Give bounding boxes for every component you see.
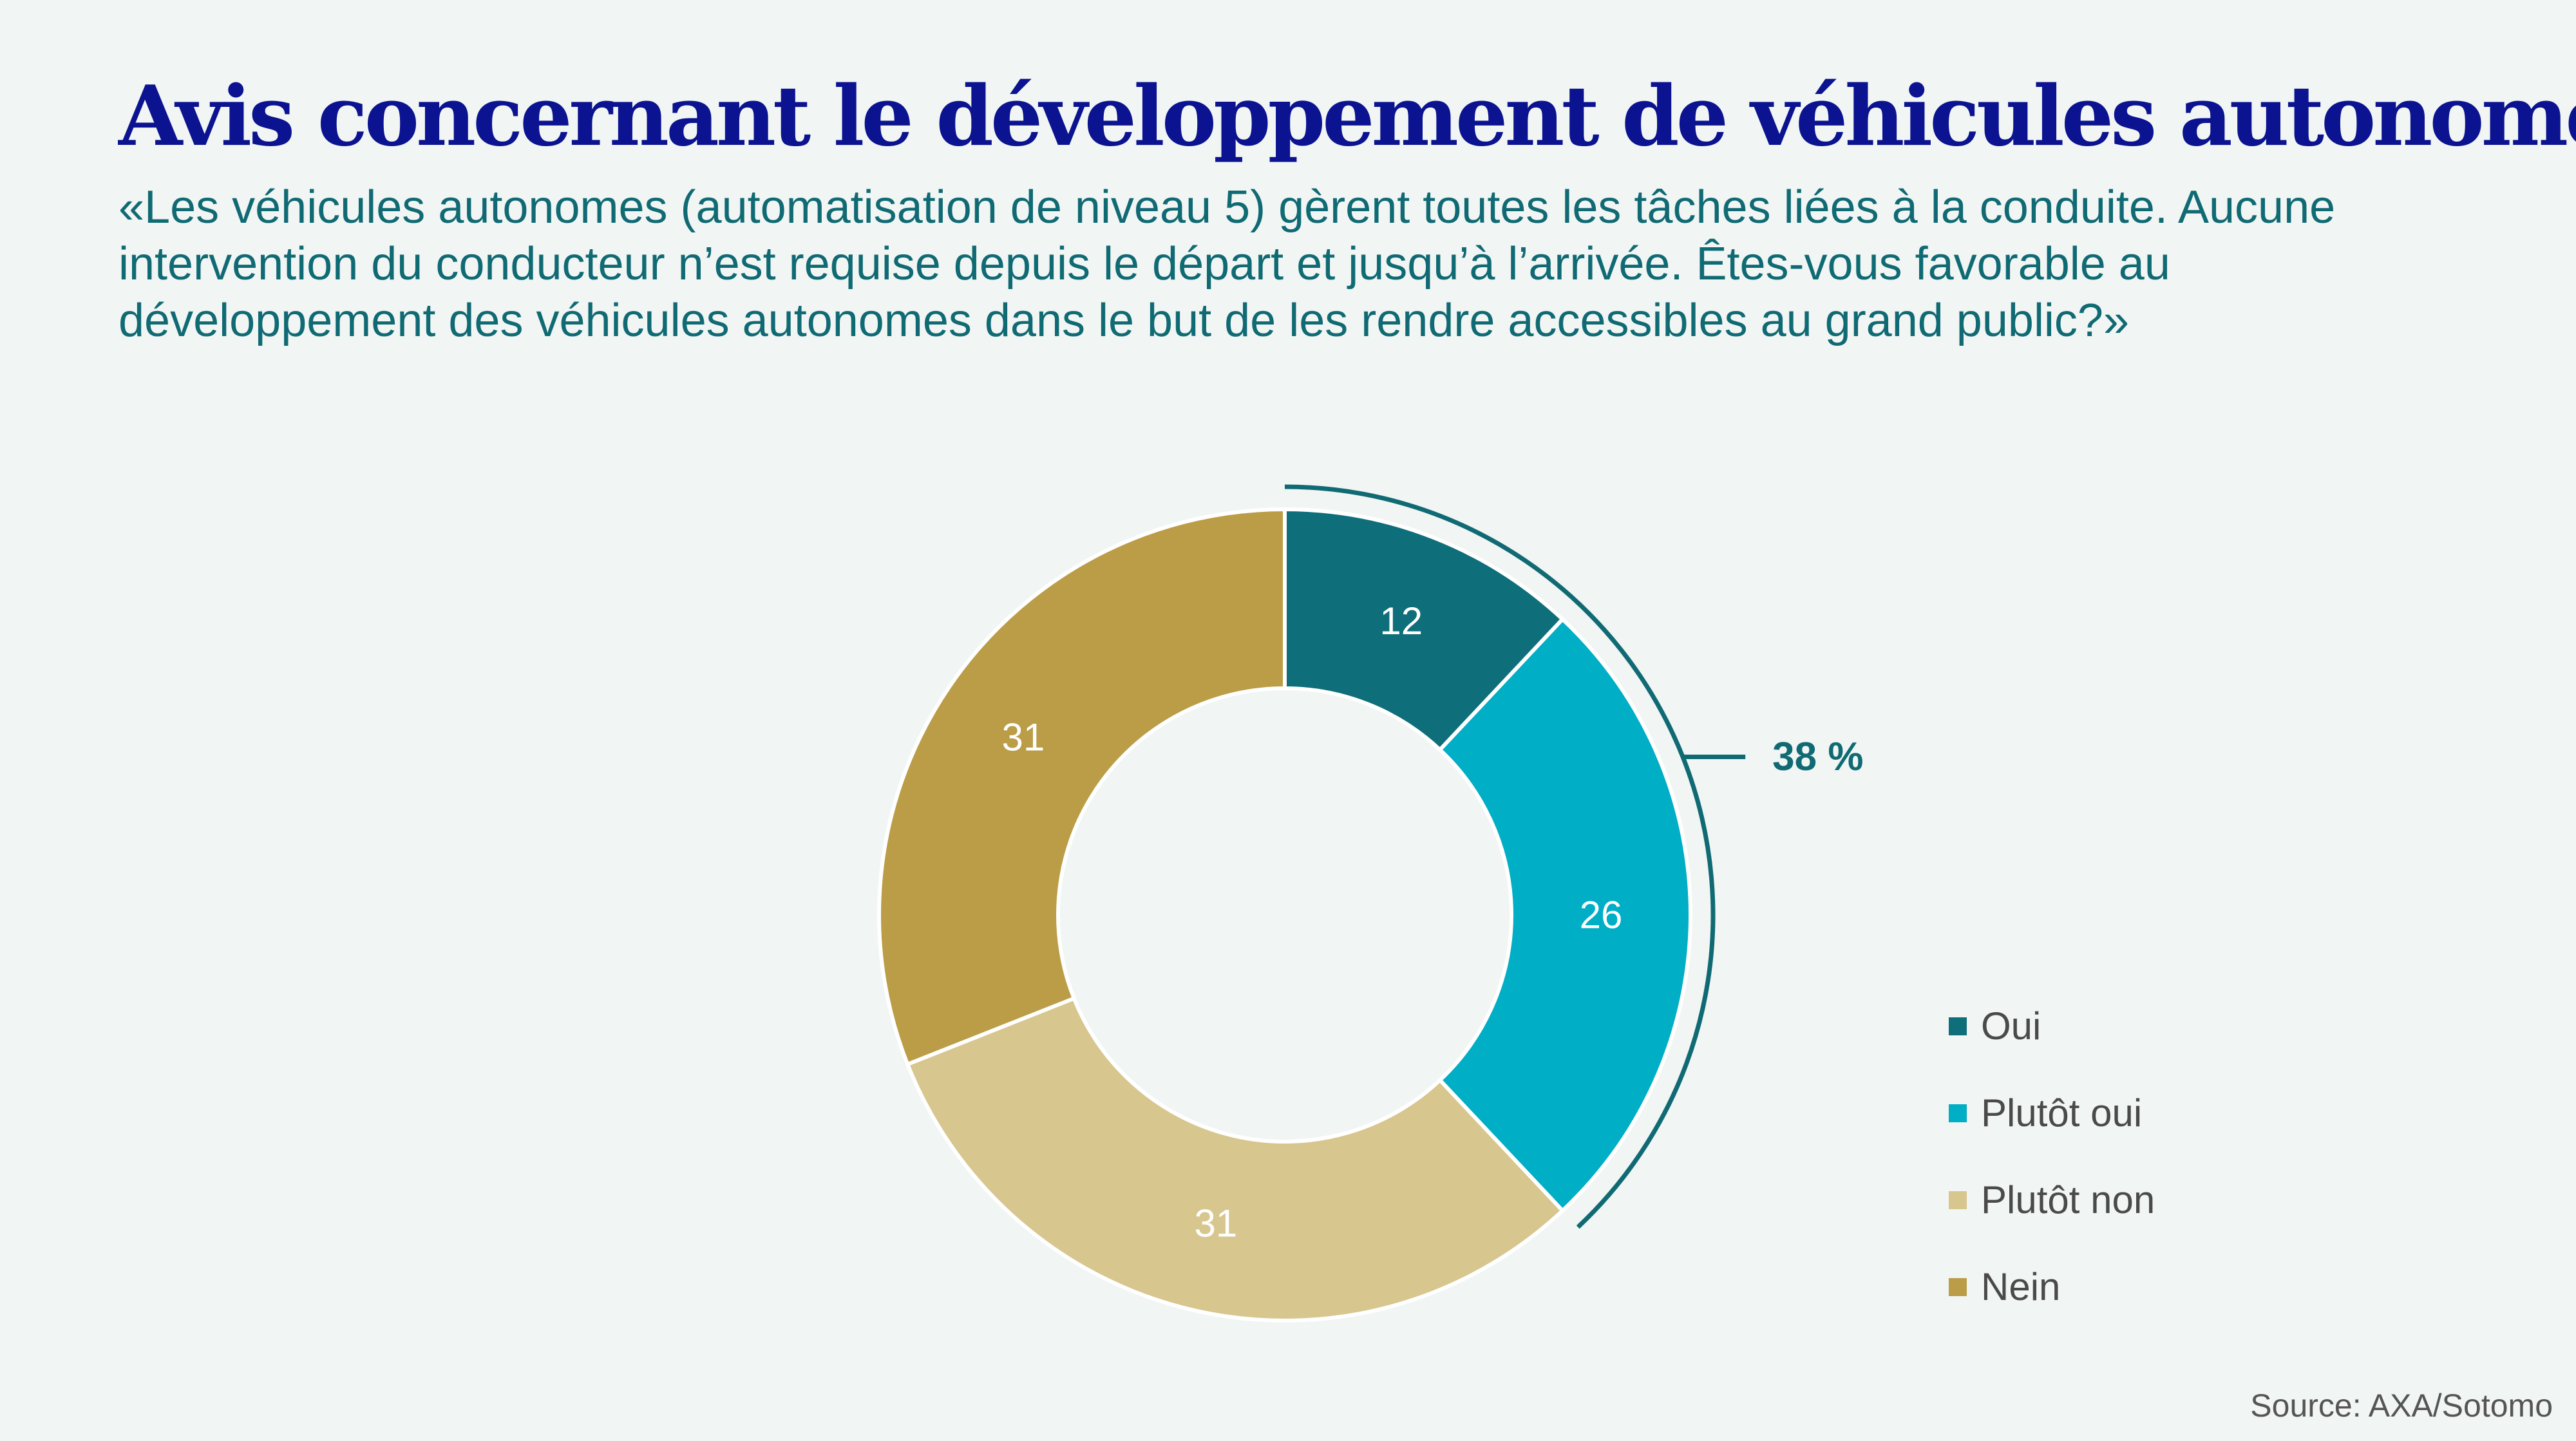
legend-item-plutot-oui: Plutôt oui xyxy=(1949,1069,2155,1156)
legend-swatch xyxy=(1949,1191,1967,1209)
slice-nein xyxy=(877,507,1287,1067)
slice-oui xyxy=(1283,507,1566,753)
chart-subtitle: «Les véhicules autonomes (automatisation… xyxy=(118,182,2336,346)
legend-item-plutot-non: Plutôt non xyxy=(1949,1156,2155,1243)
slice-plutot-non xyxy=(905,995,1566,1323)
slice-value-label: 31 xyxy=(1002,716,1045,759)
slice-plutot-oui xyxy=(1437,616,1692,1214)
legend-swatch xyxy=(1949,1104,1967,1122)
legend-label: Nein xyxy=(1981,1265,2061,1308)
legend-item-nein: Nein xyxy=(1949,1243,2155,1330)
chart-title: Avis concernant le développement de véhi… xyxy=(118,68,2576,165)
slice-value-label: 26 xyxy=(1580,894,1623,937)
legend-swatch xyxy=(1949,1017,1967,1035)
annotation-bracket-arc xyxy=(1284,484,1716,1229)
source-note: Source: AXA/Sotomo xyxy=(2250,1388,2553,1424)
legend-swatch xyxy=(1949,1277,1967,1296)
slice-value-label: 12 xyxy=(1379,599,1423,643)
legend-item-oui: Oui xyxy=(1949,983,2155,1069)
legend-label: Plutôt oui xyxy=(1981,1091,2143,1135)
slice-value-label: 31 xyxy=(1195,1202,1238,1245)
legend-label: Oui xyxy=(1981,1004,2041,1048)
annotation-total-label: 38 % xyxy=(1772,735,1863,779)
legend: Oui Plutôt oui Plutôt non Nein xyxy=(1949,983,2155,1330)
legend-label: Plutôt non xyxy=(1981,1178,2155,1221)
